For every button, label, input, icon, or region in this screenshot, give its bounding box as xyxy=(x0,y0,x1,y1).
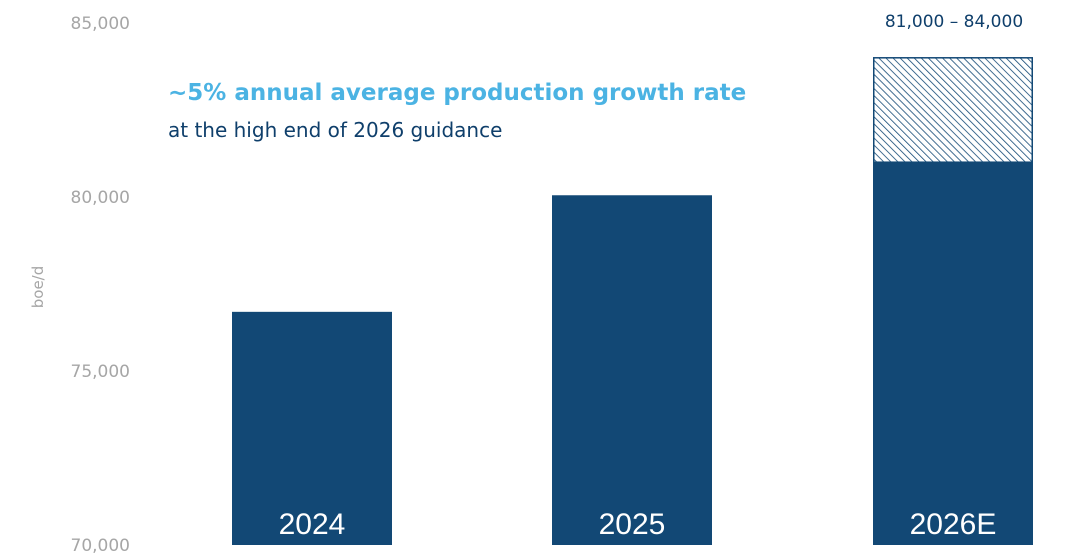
category-label: 2026E xyxy=(910,508,997,541)
category-label: 2025 xyxy=(599,508,666,541)
bars: 2024 2025 2026E xyxy=(232,57,1033,545)
range-label: 81,000 – 84,000 xyxy=(885,12,1023,32)
y-tick-label: 80,000 xyxy=(71,188,130,208)
bar-2025 xyxy=(552,195,712,545)
bar-2024 xyxy=(232,311,392,545)
category-label: 2024 xyxy=(279,508,346,541)
annotation-subtitle: at the high end of 2026 guidance xyxy=(168,118,502,142)
y-tick-label: 75,000 xyxy=(71,362,130,382)
y-axis-label: boe/d xyxy=(29,266,47,309)
annotation-headline: ~5% annual average production growth rat… xyxy=(168,80,746,106)
y-tick-label: 70,000 xyxy=(71,536,130,555)
bar-2026e xyxy=(873,162,1033,545)
y-axis-ticks: 70,000 75,000 80,000 85,000 xyxy=(71,14,130,555)
bar-range-2026e xyxy=(873,57,1033,163)
y-tick-label: 85,000 xyxy=(71,14,130,34)
